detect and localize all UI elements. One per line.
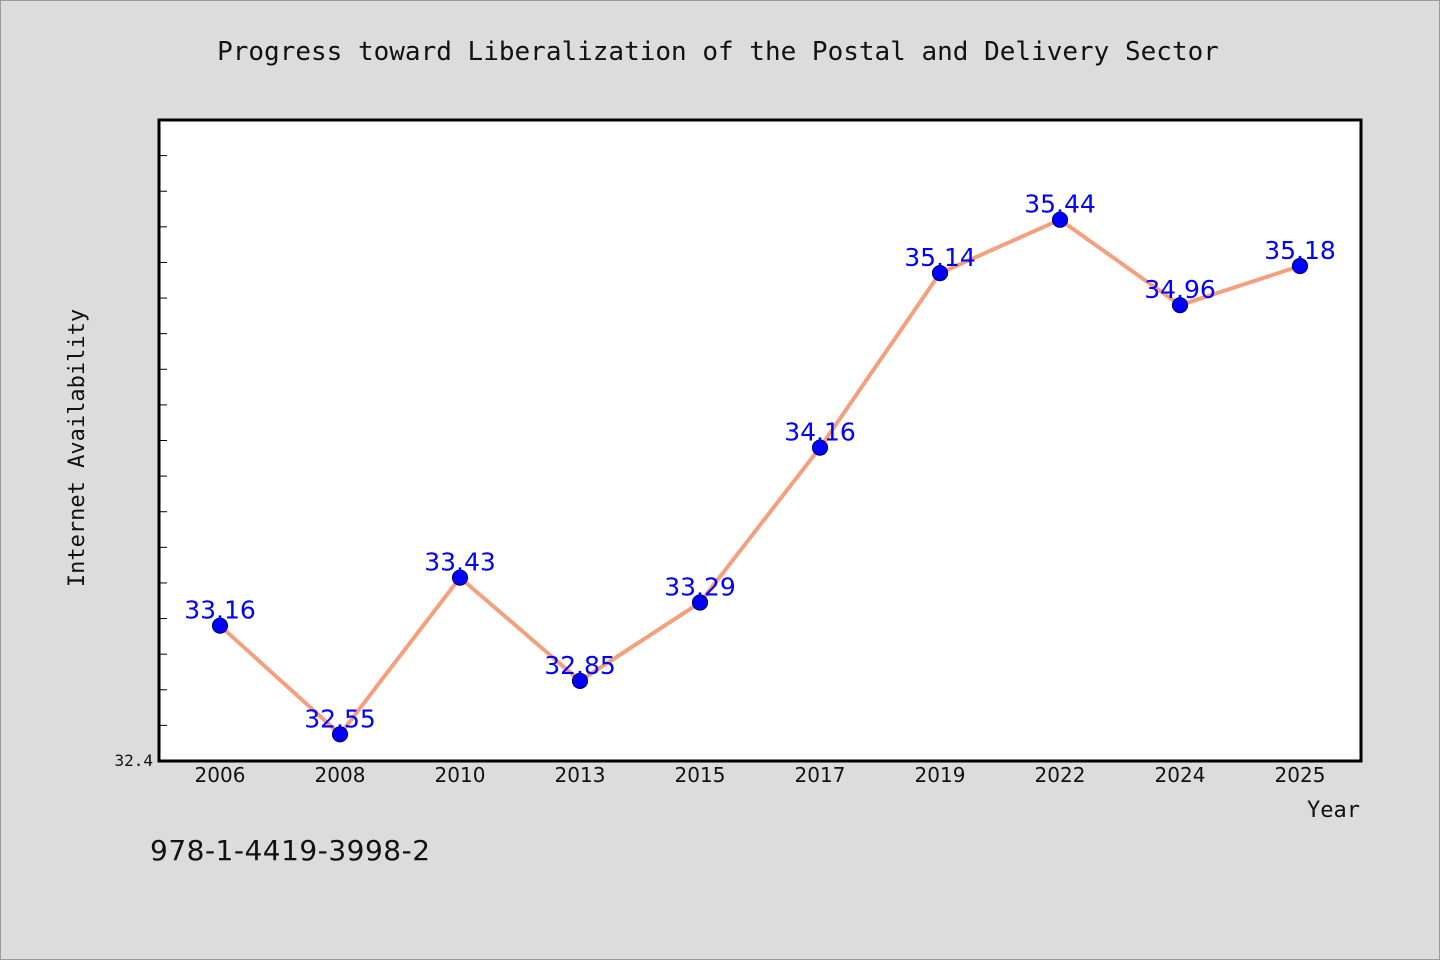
x-axis-tick-labels: 2006 2008 2010 2013 2015 2017 2019 2022 2024 2025 (195, 763, 1326, 787)
x-tick-label: 2024 (1155, 763, 1206, 787)
data-label: 32.85 (544, 651, 616, 680)
chart-title: Progress toward Liberalization of the Po… (217, 37, 1219, 67)
data-label: 33.29 (664, 573, 736, 602)
data-point (811, 439, 829, 456)
x-tick-label: 2019 (915, 763, 966, 787)
x-tick-label: 2025 (1275, 763, 1326, 787)
x-tick-label: 2013 (555, 763, 606, 787)
y-axis-label: Internet Availability (65, 309, 90, 587)
y-tick-label: 32.4 (114, 751, 153, 770)
data-point (451, 569, 469, 586)
x-tick-label: 2008 (315, 763, 366, 787)
data-label: 34.16 (784, 418, 856, 447)
x-tick-label: 2006 (195, 763, 246, 787)
data-point (931, 265, 949, 282)
x-tick-label: 2010 (435, 763, 486, 787)
data-point (1171, 297, 1189, 314)
x-tick-label: 2017 (795, 763, 846, 787)
data-label: 32.55 (304, 704, 376, 733)
series-line (218, 217, 1302, 737)
data-point (1051, 211, 1069, 228)
data-point (691, 594, 709, 611)
data-label: 35.44 (1024, 190, 1096, 219)
y-axis-ticks (159, 155, 167, 726)
data-point (571, 672, 589, 689)
x-axis-label: Year (1307, 798, 1360, 823)
data-label: 33.43 (424, 548, 496, 577)
isbn-text: 978-1-4419-3998-2 (150, 834, 431, 867)
plot-area (157, 118, 1363, 763)
data-point (1291, 257, 1309, 275)
x-tick-label: 2015 (675, 763, 726, 787)
data-label: 34.96 (1144, 275, 1216, 304)
data-label: 35.14 (904, 243, 976, 272)
series-layer: 33.16 32.55 33.43 32.85 33.29 34.16 35.14 35.44… (184, 190, 1336, 743)
data-label: 33.16 (184, 596, 256, 625)
data-point (331, 726, 349, 743)
data-label: 35.18 (1264, 236, 1336, 265)
data-point (211, 617, 229, 634)
x-tick-label: 2022 (1035, 763, 1086, 787)
